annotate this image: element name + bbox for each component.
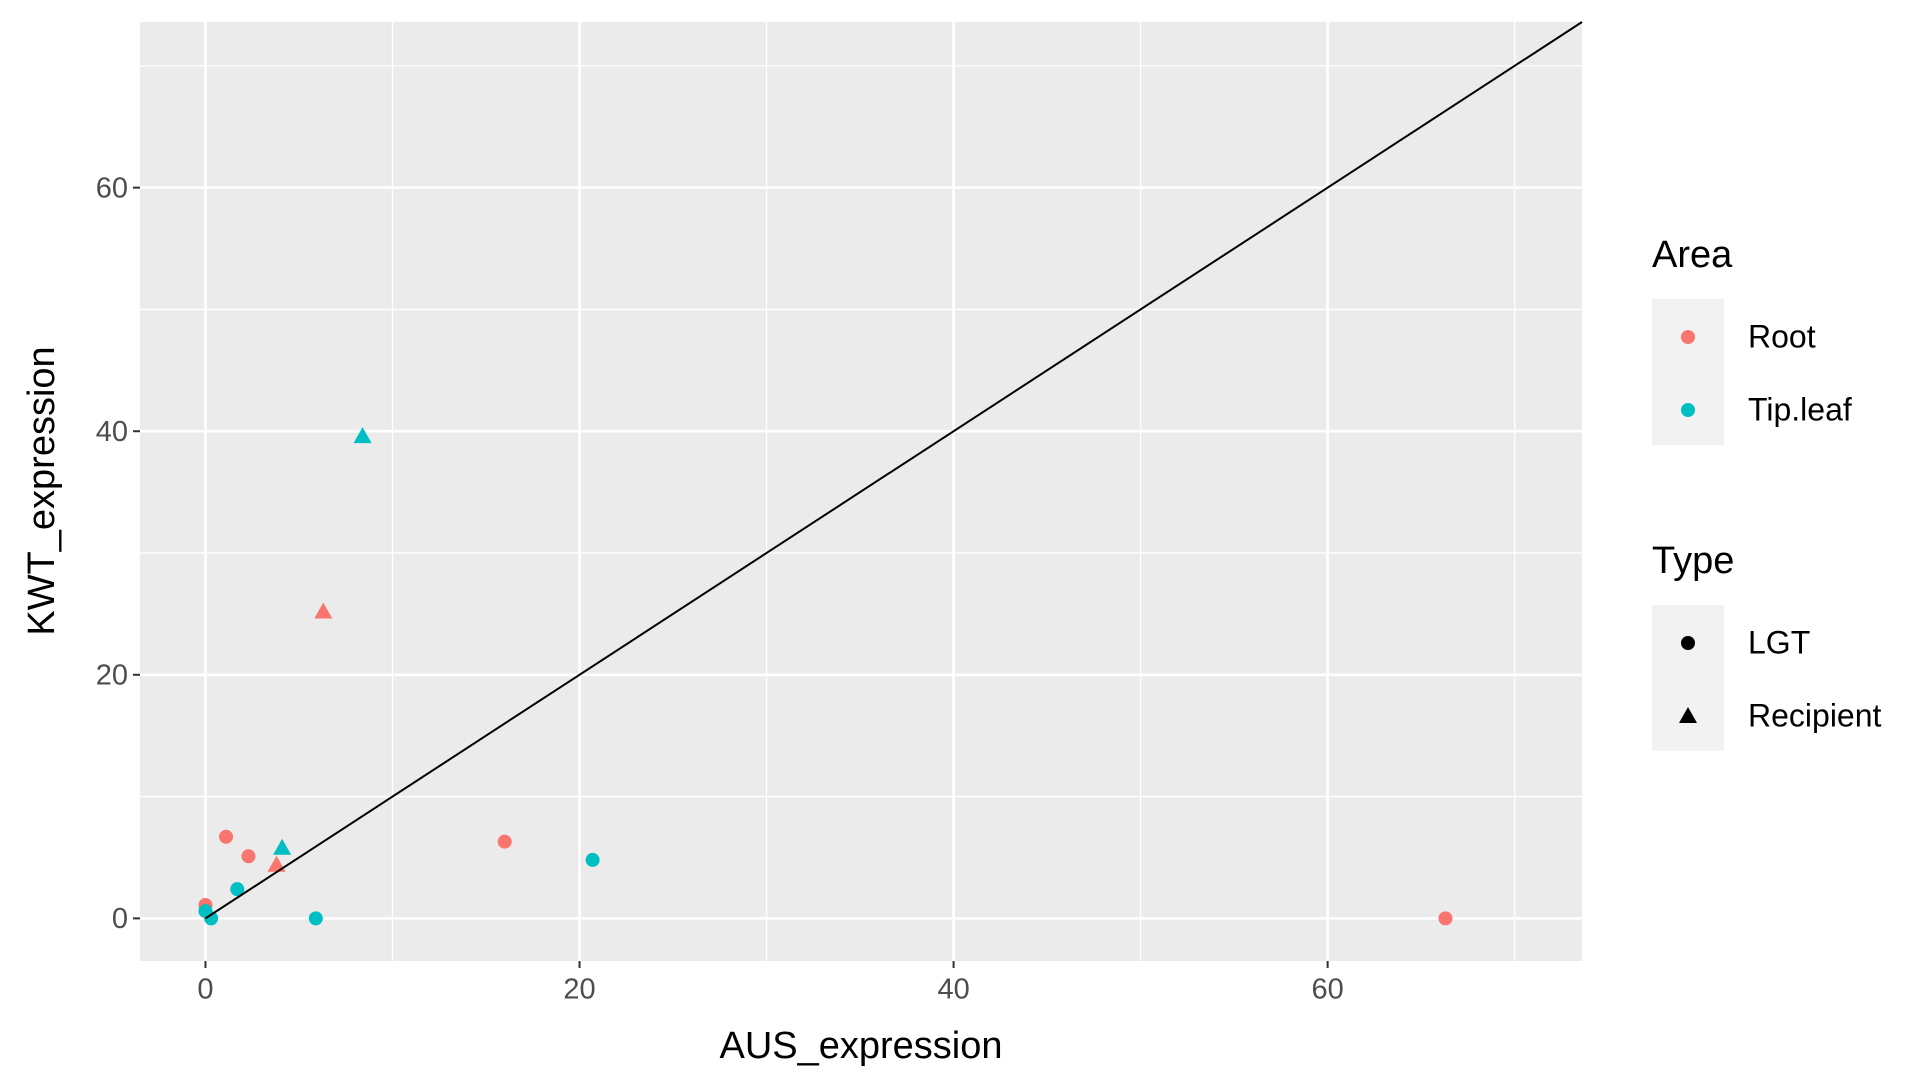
point (1681, 330, 1695, 344)
point (204, 911, 219, 926)
reference-line (204, 21, 1583, 920)
point (219, 829, 234, 844)
point (497, 834, 512, 849)
triangle-point (314, 602, 333, 619)
point (1681, 636, 1695, 650)
x-tick-label: 20 (563, 974, 595, 1006)
point (308, 911, 323, 926)
point (1438, 911, 1453, 926)
legend-title: Type (1652, 540, 1734, 582)
point (230, 882, 245, 897)
triangle-point (1679, 707, 1697, 723)
legend-label: Recipient (1748, 697, 1882, 733)
y-tick-label: 60 (96, 172, 128, 204)
y-tick-label: 20 (96, 659, 128, 691)
legend-key-bg (1652, 299, 1724, 445)
triangle-point (267, 855, 286, 872)
y-tick-label: 40 (96, 416, 128, 448)
point (241, 849, 256, 864)
triangle-point (353, 427, 372, 444)
legend-label: Tip.leaf (1748, 391, 1852, 427)
y-tick-label: 0 (112, 903, 128, 935)
x-tick-label: 60 (1312, 974, 1344, 1006)
triangle-point (273, 838, 292, 855)
legend-label: LGT (1748, 624, 1810, 660)
grid (140, 22, 1582, 961)
x-axis-title: AUS_expression (719, 1025, 1002, 1067)
y-axis-title: KWT_expression (21, 346, 63, 635)
x-tick-label: 0 (197, 974, 213, 1006)
legend-label: Root (1748, 318, 1816, 354)
x-tick-label: 40 (937, 974, 969, 1006)
legend-key-bg (1652, 605, 1724, 751)
marks (198, 427, 1453, 926)
point (1681, 403, 1695, 417)
point (585, 852, 600, 867)
legend-title: Area (1652, 234, 1733, 276)
